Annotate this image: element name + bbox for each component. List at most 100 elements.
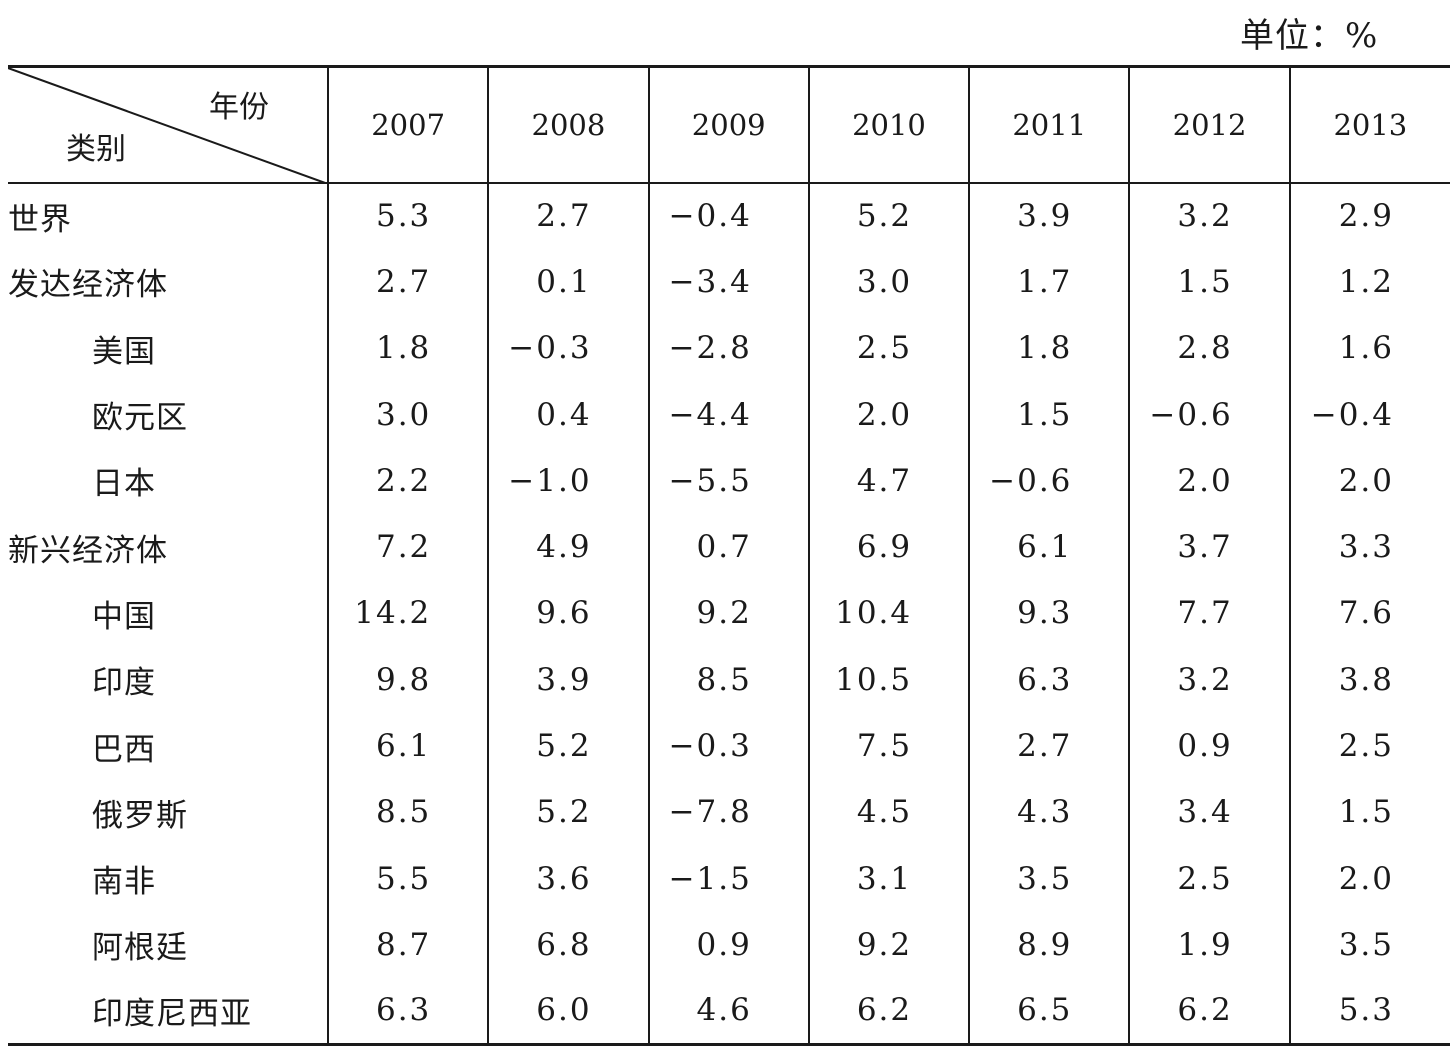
table-cell: 2.7 [487, 182, 649, 249]
table-cell: 4.9 [487, 513, 649, 581]
table-cell: 6.0 [487, 978, 649, 1046]
table-cell: 6.3 [968, 646, 1130, 713]
table-cell: 0.4 [487, 381, 649, 448]
table-cell: 0.9 [1128, 712, 1290, 780]
table-cell: 1.5 [1288, 779, 1450, 846]
table-cell: 7.7 [1128, 580, 1290, 647]
table-cell: 2.9 [1288, 182, 1450, 249]
table-cell: 2.0 [807, 381, 970, 448]
table-cell: 0.9 [647, 911, 809, 979]
table-cell: 8.9 [968, 911, 1130, 979]
table-cell: 3.8 [1288, 646, 1450, 713]
table-cell: 3.3 [1288, 513, 1450, 581]
table-cell: 5.3 [1288, 978, 1450, 1046]
table-cell: 10.5 [807, 646, 970, 713]
table-cell: 2.5 [1288, 712, 1450, 780]
table-cell: 1.7 [968, 248, 1130, 316]
year-axis-label: 年份 [209, 90, 269, 125]
table-cell: 4.6 [647, 978, 809, 1046]
table-cell: −3.4 [647, 248, 809, 316]
table-cell: 2.5 [807, 315, 970, 382]
year-header: 2009 [647, 65, 809, 184]
table-cell: 8.5 [647, 646, 809, 713]
year-header: 2012 [1128, 65, 1290, 184]
unit-label: 单位：% [1240, 16, 1379, 56]
table-row: 俄罗斯 8.5 5.2 −7.8 4.5 4.3 3.4 1.5 [8, 779, 1450, 846]
table-cell: 1.6 [1288, 315, 1450, 382]
row-label: 世界 [8, 201, 72, 238]
table-cell: 2.7 [968, 712, 1130, 780]
year-header: 2008 [487, 65, 649, 184]
growth-table: 年份 类别 2007 2008 2009 2010 2011 2012 2013… [8, 65, 1450, 1046]
year-header: 2007 [326, 65, 489, 184]
table-cell: 5.5 [326, 845, 489, 912]
table-cell: 3.7 [1128, 513, 1290, 581]
table-cell: 0.7 [647, 513, 809, 581]
table-cell: 9.6 [487, 580, 649, 647]
row-label: 印度 [92, 665, 156, 702]
row-label: 俄罗斯 [92, 797, 188, 834]
row-label: 新兴经济体 [8, 532, 168, 569]
table-cell: 1.5 [968, 381, 1130, 448]
row-label: 发达经济体 [8, 267, 168, 304]
table-row: 阿根廷 8.7 6.8 0.9 9.2 8.9 1.9 3.5 [8, 911, 1450, 979]
table-cell: 2.0 [1288, 447, 1450, 514]
table-cell: 9.2 [647, 580, 809, 647]
table-row: 日本 2.2 −1.0 −5.5 4.7 −0.6 2.0 2.0 [8, 447, 1450, 514]
table-cell: 2.5 [1128, 845, 1290, 912]
table-cell: 2.2 [326, 447, 489, 514]
table-cell: 7.6 [1288, 580, 1450, 647]
table-cell: 4.7 [807, 447, 970, 514]
table-cell: 5.2 [807, 182, 970, 249]
table-cell: 14.2 [326, 580, 489, 647]
table-cell: −7.8 [647, 779, 809, 846]
table-cell: 3.1 [807, 845, 970, 912]
table-cell: 7.2 [326, 513, 489, 581]
table-cell: 6.3 [326, 978, 489, 1046]
table-cell: 3.6 [487, 845, 649, 912]
table-row: 发达经济体 2.7 0.1 −3.4 3.0 1.7 1.5 1.2 [8, 248, 1450, 316]
row-label: 巴西 [92, 731, 156, 768]
table-cell: 2.0 [1288, 845, 1450, 912]
table-cell: 6.1 [326, 712, 489, 780]
table-cell: 5.3 [326, 182, 489, 249]
table-cell: 5.2 [487, 712, 649, 780]
table-cell: 1.2 [1288, 248, 1450, 316]
table-cell: 9.8 [326, 646, 489, 713]
table-cell: 3.9 [968, 182, 1130, 249]
table-cell: 6.2 [1128, 978, 1290, 1046]
header-row: 年份 类别 2007 2008 2009 2010 2011 2012 2013 [8, 65, 1450, 184]
table-row: 新兴经济体 7.2 4.9 0.7 6.9 6.1 3.7 3.3 [8, 513, 1450, 581]
row-label: 日本 [92, 466, 156, 503]
table-cell: −2.8 [647, 315, 809, 382]
table-cell: 2.0 [1128, 447, 1290, 514]
table-cell: 3.2 [1128, 646, 1290, 713]
row-label: 印度尼西亚 [8, 978, 328, 1046]
table-cell: 9.2 [807, 911, 970, 979]
table-row: 印度 9.8 3.9 8.5 10.5 6.3 3.2 3.8 [8, 646, 1450, 713]
table-cell: −0.3 [647, 712, 809, 780]
table-cell: 6.2 [807, 978, 970, 1046]
table-cell: 3.0 [326, 381, 489, 448]
table-cell: 7.5 [807, 712, 970, 780]
corner-header: 年份 类别 [8, 65, 328, 184]
table-cell: 10.4 [807, 580, 970, 647]
row-label: 南非 [92, 864, 156, 901]
table-cell: −0.3 [487, 315, 649, 382]
table-cell: 1.8 [968, 315, 1130, 382]
table-cell: 2.7 [326, 248, 489, 316]
table-cell: 3.5 [1288, 911, 1450, 979]
table-cell: 3.4 [1128, 779, 1290, 846]
table-cell: 3.9 [487, 646, 649, 713]
row-label: 欧元区 [92, 400, 188, 437]
table-row: 南非 5.5 3.6 −1.5 3.1 3.5 2.5 2.0 [8, 845, 1450, 912]
table-cell: 1.9 [1128, 911, 1290, 979]
table-cell: 1.5 [1128, 248, 1290, 316]
table-cell: 3.5 [968, 845, 1130, 912]
row-label: 美国 [92, 333, 156, 370]
table-row: 巴西 6.1 5.2 −0.3 7.5 2.7 0.9 2.5 [8, 712, 1450, 780]
table-cell: −0.4 [1288, 381, 1450, 448]
table-cell: 4.5 [807, 779, 970, 846]
table-cell: 4.3 [968, 779, 1130, 846]
table-cell: 6.1 [968, 513, 1130, 581]
